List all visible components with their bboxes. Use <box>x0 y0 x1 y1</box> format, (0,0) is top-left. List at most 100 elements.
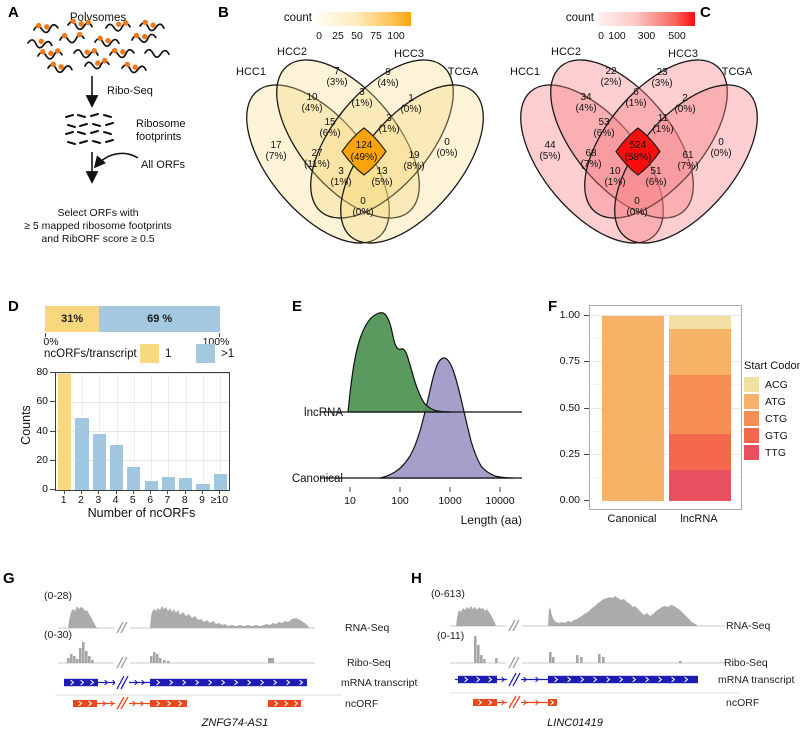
x-tick-mark <box>150 490 152 494</box>
all-orfs-label: All ORFs <box>141 159 186 171</box>
select-text-line2: ≥ 5 mapped ribosome footprints <box>24 220 172 232</box>
direction-chevron-icon <box>606 676 611 683</box>
venn-count: 3 <box>338 166 344 177</box>
direction-chevron-icon <box>567 676 572 683</box>
mrna-transcript-track <box>455 671 698 688</box>
gridline-vertical <box>151 373 153 490</box>
direction-chevron-icon <box>273 679 278 686</box>
venn-count: 19 <box>408 150 420 161</box>
venn-pct: (0%) <box>674 104 695 115</box>
track-label-ncorf: ncORF <box>345 698 378 710</box>
legend-swatch-one <box>140 344 159 363</box>
gene-name-g: ZNFG74-AS1 <box>201 717 269 729</box>
polysomes-label: Polysomes <box>70 12 126 24</box>
scale-tick: 25 <box>332 30 344 42</box>
direction-chevron-icon <box>645 676 650 683</box>
panel-letter-c: C <box>700 4 711 21</box>
direction-chevron-icon <box>182 679 187 686</box>
direction-chevron-icon <box>535 699 540 706</box>
histogram-bar <box>179 478 193 490</box>
y-tick-mark <box>50 372 55 373</box>
gridline-horizontal <box>56 460 229 462</box>
axis-break-icon <box>508 619 520 632</box>
y-tick-label: 80 <box>36 366 48 378</box>
venn-pct: (1%) <box>351 98 372 109</box>
e-x-axis-title: Length (aa) <box>461 513 522 527</box>
direction-chevron-icon <box>167 700 172 707</box>
venn-diagram-b: HCC1 HCC2 HCC3 TCGA 17 (7%) 7 (3%) 9 (4%… <box>236 46 484 244</box>
direction-chevron-icon <box>134 679 139 686</box>
axis-break-icon <box>508 656 520 669</box>
y-tick-mark <box>50 430 55 432</box>
scale-tick: 75 <box>370 30 382 42</box>
rna-seq-range-label: (0-613) <box>431 588 465 600</box>
legend-item-label: ATG <box>765 395 786 408</box>
proportion-segment: 31% <box>45 306 100 332</box>
x-category-label: Canonical <box>607 513 657 525</box>
direction-chevron-icon <box>169 679 174 686</box>
track-label-ncorf: ncORF <box>726 697 759 709</box>
venn-count: 10 <box>306 92 318 103</box>
stacked-bar-segment <box>669 328 731 376</box>
riboseq-arrow-label: Ribo-Seq <box>107 85 153 97</box>
venn-count: 0 <box>360 196 366 207</box>
venn-pct: (7%) <box>265 151 286 162</box>
venn-pct: (0%) <box>352 207 373 218</box>
gridline-horizontal <box>590 430 741 432</box>
direction-chevron-icon <box>658 676 663 683</box>
venn-count: 2 <box>682 93 688 104</box>
track-label-rna-seq: RNA-Seq <box>345 622 390 634</box>
set-label: TCGA <box>722 66 753 78</box>
venn-c-legend-title: count <box>565 12 594 24</box>
stacked-bar-segment <box>669 469 731 501</box>
row-label-canonical: Canonical <box>292 473 343 485</box>
length-density-ridgeline-plot: lncRNA Canonical 10 100 1000 10000 Lengt… <box>292 312 522 527</box>
direction-chevron-icon <box>70 679 75 686</box>
venn-count: 17 <box>270 140 282 151</box>
venn-count: 3 <box>359 87 365 98</box>
venn-pct: (7%) <box>580 159 601 170</box>
direction-chevron-icon <box>286 679 291 686</box>
venn-diagram-c: HCC1 HCC2 HCC3 TCGA 44 (5%) 22 (2%) 23 (… <box>510 46 758 244</box>
set-label: HCC1 <box>510 66 540 78</box>
legend-swatch <box>744 377 759 392</box>
legend-item-label: TTG <box>765 446 786 459</box>
stacked-bar-segment <box>669 375 731 435</box>
venn-ellipse-tcga <box>614 84 758 244</box>
x-tick-mark <box>63 490 65 494</box>
scale-tick: 300 <box>637 30 656 42</box>
venn-pct: (0%) <box>710 148 731 159</box>
venn-ellipse-hcc3 <box>310 59 454 219</box>
y-tick-label: 0 <box>42 483 48 495</box>
legend-item: ATG <box>744 394 800 409</box>
gridline-horizontal <box>590 315 741 316</box>
track-label-mrna: mRNA transcript <box>718 674 795 686</box>
venn-count: 51 <box>650 166 662 177</box>
x-axis-ticks <box>349 487 501 492</box>
direction-chevron-icon <box>140 700 145 707</box>
venn-count: 7 <box>334 66 340 77</box>
venn-count: 124 <box>356 140 373 151</box>
y-tick-mark <box>50 401 55 403</box>
axis-tick <box>219 333 220 337</box>
stacked-bar-segment <box>602 316 664 501</box>
histogram-bar <box>213 473 227 490</box>
y-tick-label: 0.50 <box>559 401 580 414</box>
d-legend-item-1: 1 <box>165 348 172 360</box>
scale-tick: 50 <box>351 30 363 42</box>
direction-chevron-icon <box>501 699 506 706</box>
venn-count: 0 <box>634 196 640 207</box>
venn-pct: (1%) <box>378 124 399 135</box>
venn-pct: (6%) <box>593 128 614 139</box>
axis-break-gap <box>114 655 130 670</box>
rna-seq-coverage-exon1 <box>456 606 496 626</box>
direction-chevron-icon <box>80 679 85 686</box>
gene-name-h: LINC01419 <box>547 717 603 729</box>
gridline-horizontal <box>590 453 741 455</box>
venn-c-scale-ticks: 0 100 300 500 <box>598 30 695 42</box>
venn-pct: (2%) <box>600 77 621 88</box>
histogram-bar <box>161 476 176 490</box>
direction-chevron-icon <box>619 676 624 683</box>
gridline-horizontal <box>56 401 229 403</box>
